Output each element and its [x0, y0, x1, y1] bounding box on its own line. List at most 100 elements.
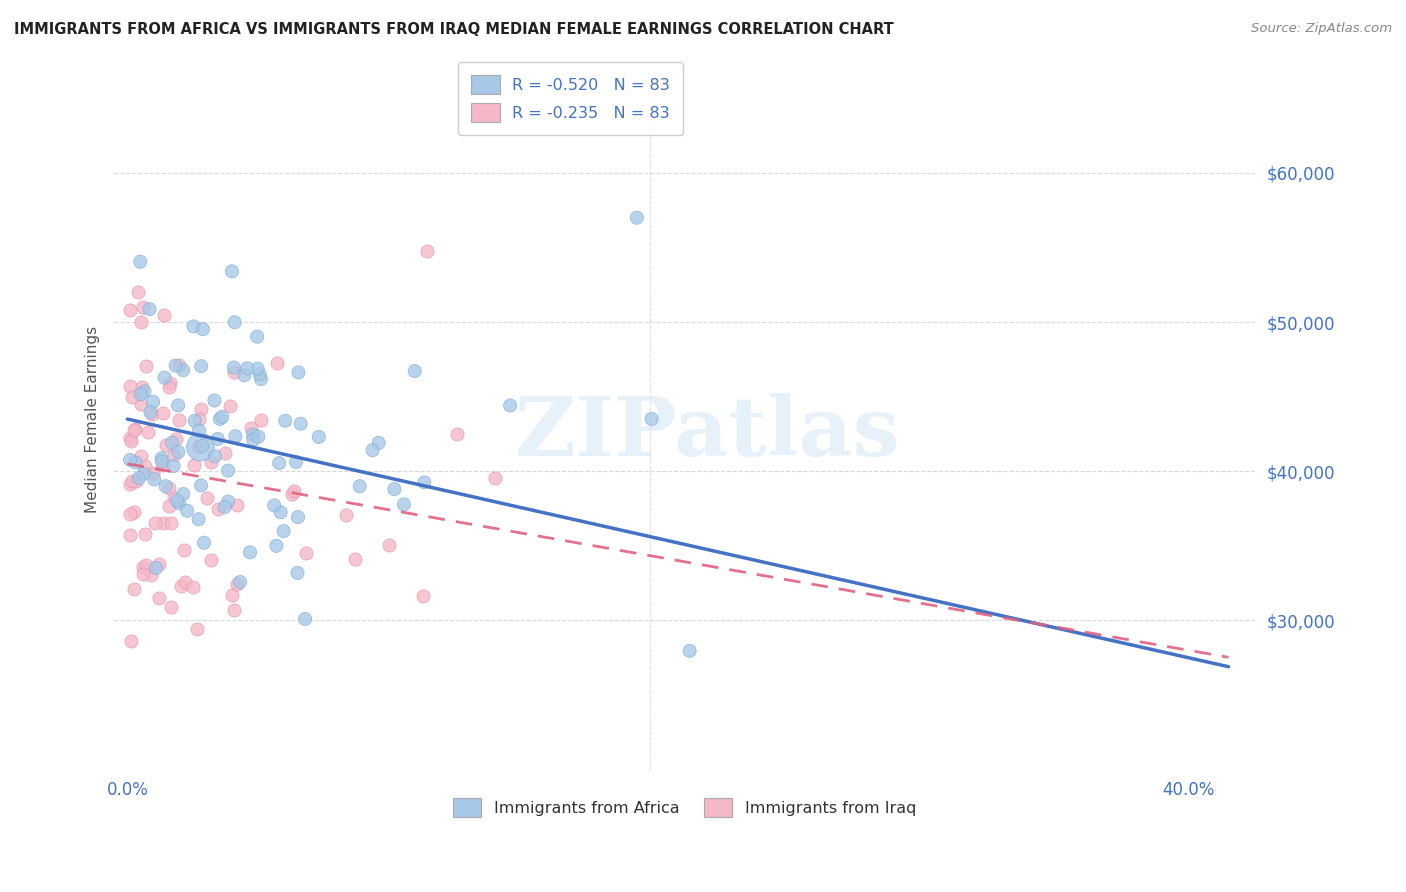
Point — [157, 481, 180, 495]
Point — [190, 440, 212, 454]
Point — [246, 361, 269, 376]
Point — [270, 505, 292, 519]
Point — [484, 471, 506, 485]
Point — [129, 449, 152, 463]
Point — [222, 360, 245, 375]
Point — [155, 438, 177, 452]
Point — [335, 508, 357, 522]
Point — [148, 557, 170, 571]
Point — [249, 367, 271, 381]
Point — [132, 560, 155, 574]
Point — [122, 423, 145, 437]
Point — [222, 365, 245, 379]
Point — [240, 421, 263, 435]
Point — [190, 359, 212, 374]
Point — [217, 464, 239, 478]
Point — [188, 412, 211, 426]
Point — [120, 434, 142, 448]
Point — [120, 477, 142, 491]
Point — [167, 445, 190, 459]
Point — [195, 491, 218, 505]
Point — [157, 499, 180, 513]
Point — [249, 413, 271, 427]
Point — [134, 558, 156, 573]
Point — [163, 448, 186, 462]
Point — [131, 380, 153, 394]
Point — [167, 359, 190, 373]
Point — [167, 399, 190, 413]
Point — [155, 479, 177, 493]
Point — [121, 474, 143, 488]
Point — [141, 567, 163, 582]
Point — [225, 576, 247, 591]
Point — [190, 478, 212, 492]
Point — [250, 372, 273, 386]
Point — [157, 380, 180, 394]
Point — [207, 432, 229, 446]
Point — [176, 504, 198, 518]
Point — [287, 510, 309, 524]
Point — [269, 456, 291, 470]
Point — [134, 384, 156, 399]
Point — [135, 359, 157, 373]
Point — [167, 496, 190, 510]
Point — [145, 561, 167, 575]
Point — [191, 439, 214, 453]
Y-axis label: Median Female Earnings: Median Female Earnings — [86, 326, 100, 513]
Point — [287, 366, 309, 380]
Point — [160, 600, 183, 615]
Point — [134, 526, 156, 541]
Point — [208, 412, 231, 426]
Point — [127, 285, 149, 300]
Point — [132, 467, 155, 481]
Legend: Immigrants from Africa, Immigrants from Iraq: Immigrants from Africa, Immigrants from … — [444, 790, 925, 825]
Point — [294, 612, 316, 626]
Point — [219, 399, 242, 413]
Point — [233, 368, 256, 383]
Point — [124, 422, 146, 436]
Point — [200, 455, 222, 469]
Point — [120, 528, 142, 542]
Point — [121, 390, 143, 404]
Point — [122, 505, 145, 519]
Point — [222, 603, 245, 617]
Point — [148, 591, 170, 606]
Point — [183, 319, 205, 334]
Point — [308, 430, 330, 444]
Point — [152, 458, 174, 472]
Point — [165, 359, 187, 373]
Point — [204, 450, 226, 464]
Point — [125, 474, 148, 488]
Point — [162, 458, 184, 473]
Point — [283, 483, 305, 498]
Point — [153, 308, 176, 322]
Point — [224, 315, 246, 329]
Point — [163, 491, 186, 505]
Point — [416, 244, 439, 259]
Point — [143, 472, 166, 486]
Point — [159, 376, 181, 391]
Point — [139, 405, 162, 419]
Point — [193, 535, 215, 549]
Point — [191, 322, 214, 336]
Point — [207, 501, 229, 516]
Point — [214, 446, 236, 460]
Point — [413, 475, 436, 490]
Point — [446, 427, 468, 442]
Point — [204, 393, 226, 408]
Point — [229, 574, 252, 589]
Point — [640, 412, 662, 426]
Point — [174, 575, 197, 590]
Point — [187, 512, 209, 526]
Point — [263, 499, 285, 513]
Point — [173, 542, 195, 557]
Point — [190, 402, 212, 417]
Point — [181, 580, 204, 594]
Point — [150, 454, 173, 468]
Point — [124, 455, 146, 469]
Point — [211, 409, 233, 424]
Point — [499, 399, 522, 413]
Point — [343, 552, 366, 566]
Point — [239, 545, 262, 559]
Point — [142, 395, 165, 409]
